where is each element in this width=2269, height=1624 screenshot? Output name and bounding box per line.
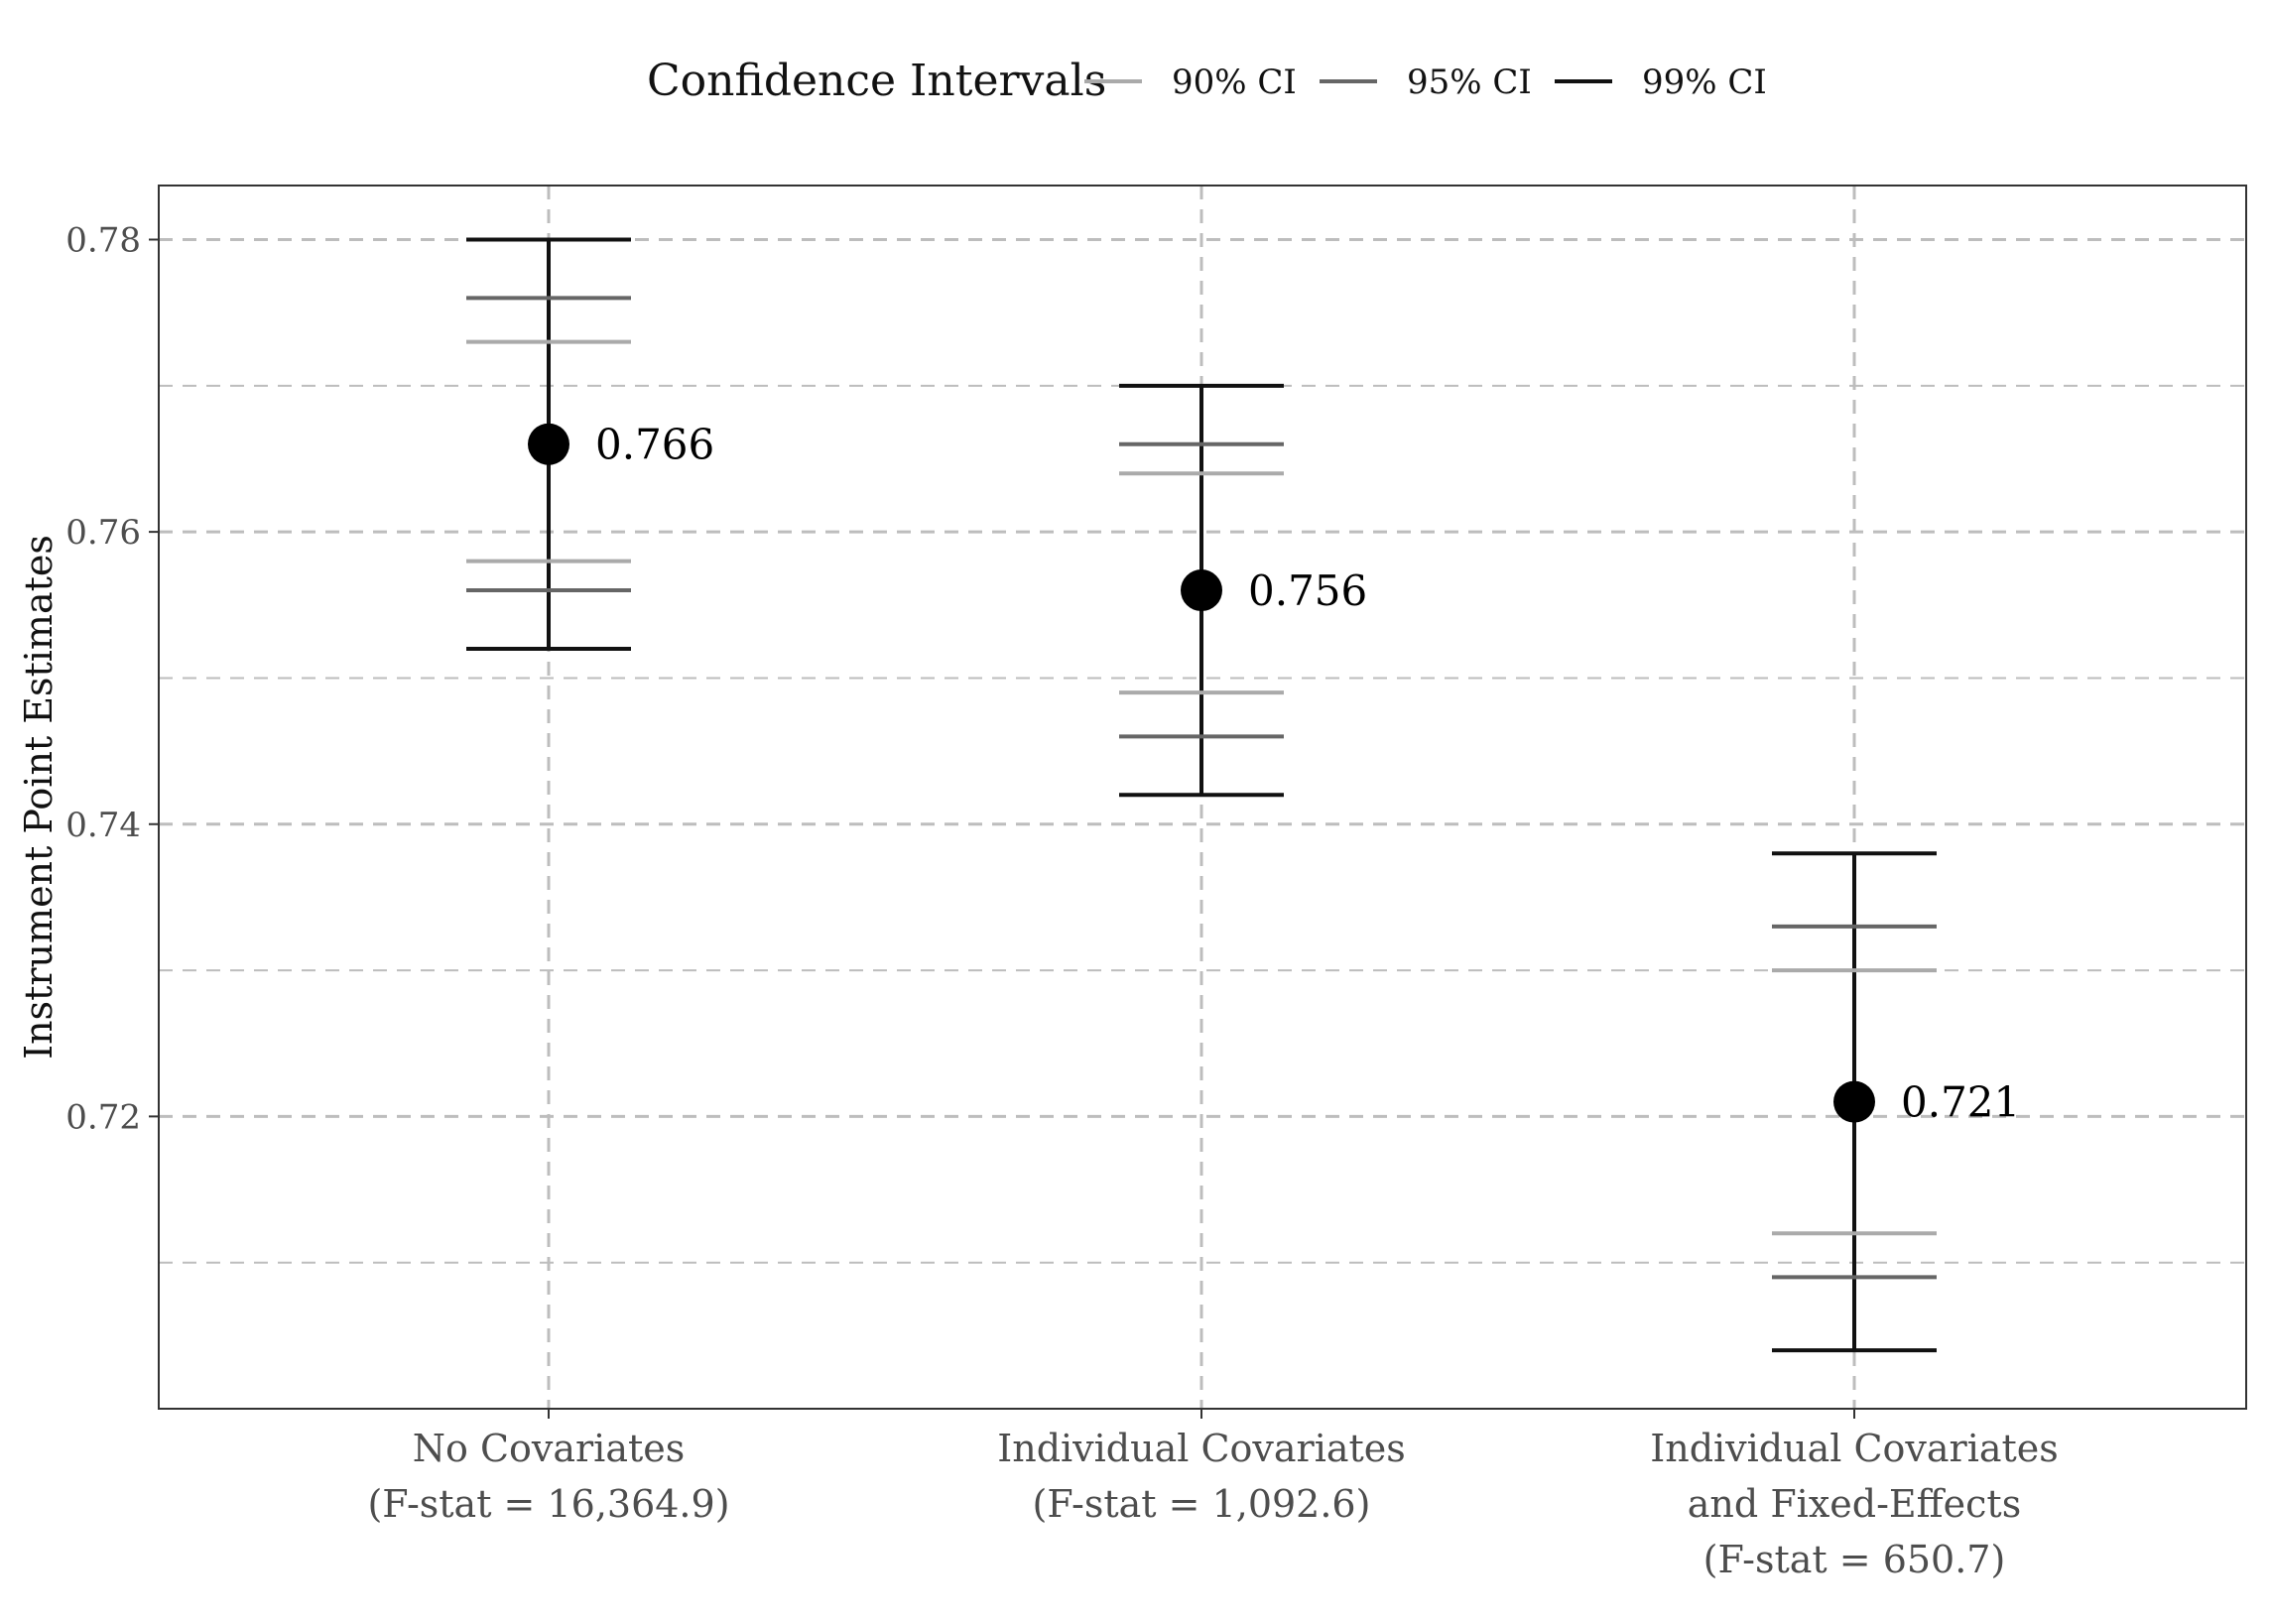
y-tick-label: 0.78 xyxy=(65,221,141,261)
point-estimate xyxy=(528,423,569,465)
legend-title: Confidence Intervals xyxy=(647,56,1106,106)
y-axis-label: Instrument Point Estimates xyxy=(17,535,61,1060)
x-category-label: and Fixed-Effects xyxy=(1688,1482,2021,1526)
x-category-label: Individual Covariates xyxy=(1650,1427,2059,1470)
x-category-label: No Covariates xyxy=(413,1427,686,1470)
legend-label: 99% CI xyxy=(1642,62,1767,102)
x-category-label: (F-stat = 16,364.9) xyxy=(367,1482,729,1526)
y-axis: 0.72 0.74 0.76 0.78 xyxy=(65,221,159,1137)
legend: Confidence Intervals 90% CI 95% CI 99% CI xyxy=(647,56,1767,106)
panel-border xyxy=(158,185,2247,1410)
point-estimate xyxy=(1181,569,1222,612)
estimate-label: 0.721 xyxy=(1901,1078,2020,1127)
y-tick-label: 0.76 xyxy=(65,513,141,553)
x-axis: No Covariates (F-stat = 16,364.9) Individu… xyxy=(367,1409,2059,1581)
x-category-label: Individual Covariates xyxy=(997,1427,1406,1470)
legend-label: 95% CI xyxy=(1407,62,1532,102)
grid xyxy=(159,186,2246,1409)
y-tick-label: 0.74 xyxy=(65,806,141,845)
x-category-label: (F-stat = 650.7) xyxy=(1703,1538,2006,1581)
confidence-intervals xyxy=(466,237,1937,1353)
estimate-label: 0.756 xyxy=(1248,566,1367,615)
legend-label: 90% CI xyxy=(1172,62,1297,102)
point-estimates: 0.766 0.756 0.721 xyxy=(528,421,2020,1127)
x-category-label: (F-stat = 1,092.6) xyxy=(1033,1482,1371,1526)
estimate-label: 0.766 xyxy=(595,421,714,469)
point-estimate xyxy=(1833,1080,1875,1123)
y-tick-label: 0.72 xyxy=(65,1097,141,1137)
